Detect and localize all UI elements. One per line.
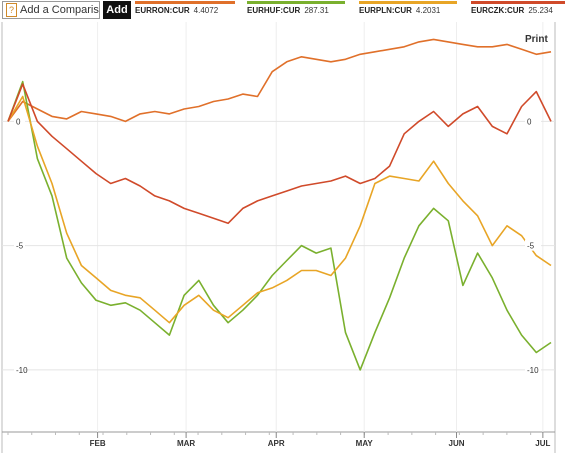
compare-input[interactable]	[20, 4, 99, 16]
legend-value: 4.4072	[193, 6, 219, 15]
y-tick-label-bg	[14, 239, 25, 251]
legend-value: 25.234	[528, 6, 553, 15]
compare-search-box[interactable]: ?	[2, 1, 100, 19]
y-tick-label-right: 0	[527, 117, 532, 126]
legend-swatch	[471, 1, 565, 4]
legend-item-eurpln[interactable]: EURPLN:CUR 4.2031	[359, 1, 457, 19]
x-tick-label: MAR	[177, 439, 195, 448]
legend-ticker: EURRON:CUR	[135, 6, 190, 15]
chart-area: FEB MAR APR MAY JUN JUL 0 0 -5 -5 -10 -10	[1, 22, 556, 453]
x-tick-label: MAY	[356, 439, 374, 448]
legend-ticker: EURCZK:CUR	[471, 6, 525, 15]
legend-item-eurron[interactable]: EURRON:CUR 4.4072	[135, 1, 235, 19]
legend-value: 4.2031	[415, 6, 441, 15]
legend-swatch	[247, 1, 345, 4]
y-tick-label-left: -10	[16, 366, 28, 375]
y-tick-label-bg	[14, 115, 25, 127]
y-tick-label-right: -5	[527, 242, 535, 251]
legend-value: 287.31	[304, 6, 329, 15]
x-tick-label: JUN	[449, 439, 465, 448]
legend-swatch	[359, 1, 457, 4]
series-line-eurpln[interactable]	[7, 95, 552, 324]
add-button[interactable]: Add	[103, 1, 131, 19]
series-line-eurron[interactable]	[7, 38, 552, 123]
y-tick-label-bg	[14, 363, 25, 375]
legend-item-eurhuf[interactable]: EURHUF:CUR 287.31	[247, 1, 345, 19]
y-tick-label-bg	[525, 239, 541, 251]
x-tick-label: FEB	[90, 439, 106, 448]
y-tick-label-bg	[525, 363, 541, 375]
y-tick-label-left: -5	[16, 242, 24, 251]
legend-ticker: EURPLN:CUR	[359, 6, 412, 15]
x-tick-label: JUL	[535, 439, 550, 448]
print-link[interactable]: Print	[525, 34, 548, 45]
y-tick-label-bg	[525, 115, 541, 127]
y-tick-label-left: 0	[16, 117, 21, 126]
y-tick-label-right: -10	[527, 366, 539, 375]
series-line-eurczk[interactable]	[7, 83, 552, 225]
legend-ticker: EURHUF:CUR	[247, 6, 301, 15]
legend-item-eurczk[interactable]: EURCZK:CUR 25.234	[471, 1, 565, 19]
x-tick-label: APR	[268, 439, 285, 448]
legend-swatch	[135, 1, 235, 4]
series-line-eurhuf[interactable]	[7, 80, 552, 371]
help-icon[interactable]: ?	[6, 3, 17, 17]
